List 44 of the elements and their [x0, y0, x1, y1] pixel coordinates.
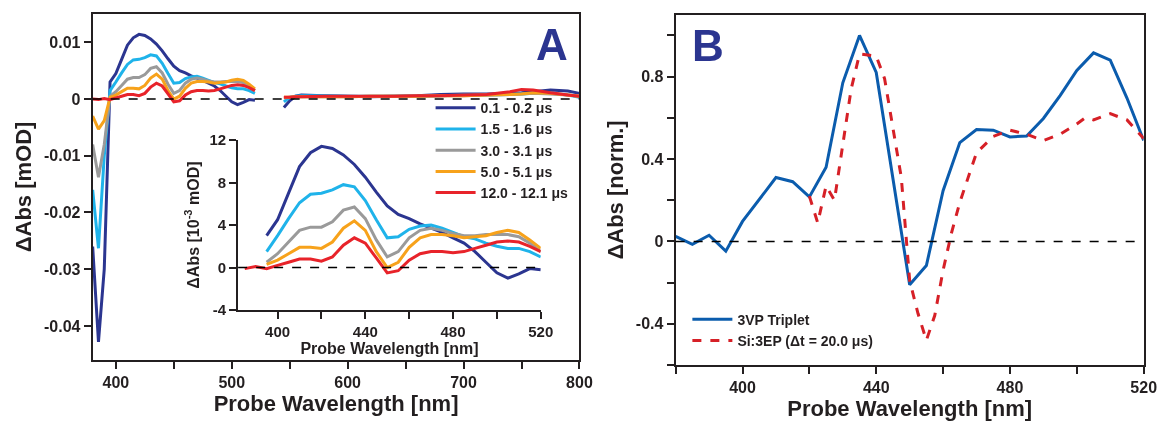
legend-label: 3VP Triplet — [737, 311, 810, 328]
y-tick-label: -0.04 — [44, 317, 81, 335]
x-tick-label: 400 — [102, 374, 130, 392]
y-tick-label: 0 — [654, 233, 664, 251]
y-tick-label: 0.01 — [49, 33, 81, 51]
y-tick-label: 0.4 — [641, 150, 664, 168]
y-tick-label: -4 — [212, 301, 227, 319]
legend-label: 3.0 - 3.1 μs — [480, 142, 553, 159]
y-tick-label: -0.01 — [44, 147, 81, 165]
x-axis-title: Probe Wavelength [nm] — [300, 340, 479, 358]
legend-label: 0.1 - 0.2 μs — [480, 100, 553, 117]
y-axis-title: ΔAbs [norm.] — [603, 120, 629, 260]
y-axis-title: ΔAbs [mOD] — [11, 121, 37, 253]
chart-title: B — [692, 21, 724, 70]
y-tick-label: -0.02 — [44, 204, 81, 222]
x-tick-label: 440 — [352, 323, 378, 341]
y-tick-label: 0 — [217, 258, 227, 276]
x-tick-label: 440 — [862, 379, 890, 397]
x-tick-label: 800 — [566, 374, 593, 392]
legend-label: 1.5 - 1.6 μs — [480, 121, 553, 138]
y-tick-label: 4 — [217, 216, 227, 234]
y-tick-label: -0.03 — [44, 260, 81, 278]
x-tick-label: 520 — [1130, 379, 1158, 397]
y-tick-label: 0 — [71, 90, 81, 108]
x-tick-label: 700 — [450, 374, 477, 392]
y-tick-label: -0.4 — [635, 315, 664, 333]
x-tick-label: 480 — [996, 379, 1024, 397]
x-axis-title: Probe Wavelength [nm] — [787, 396, 1033, 422]
x-axis-title: Probe Wavelength [nm] — [213, 391, 459, 417]
x-tick-label: 520 — [528, 323, 554, 341]
chart-title: A — [536, 20, 568, 69]
x-tick-label: 480 — [440, 323, 466, 341]
y-tick-label: 12 — [209, 131, 227, 149]
x-tick-label: 400 — [265, 323, 291, 341]
legend-label: 12.0 - 12.1 μs — [480, 185, 568, 202]
y-tick-label: 0.8 — [641, 68, 664, 86]
y-tick-label: 8 — [217, 173, 227, 191]
legend-label: 5.0 - 5.1 μs — [480, 163, 553, 180]
line-series — [265, 219, 541, 270]
x-tick-label: 600 — [334, 374, 362, 392]
x-tick-label: 400 — [729, 379, 756, 397]
legend-label: Si:3EP (Δt = 20.0 μs) — [737, 332, 873, 349]
x-tick-label: 500 — [218, 374, 246, 392]
line-series — [243, 236, 541, 275]
